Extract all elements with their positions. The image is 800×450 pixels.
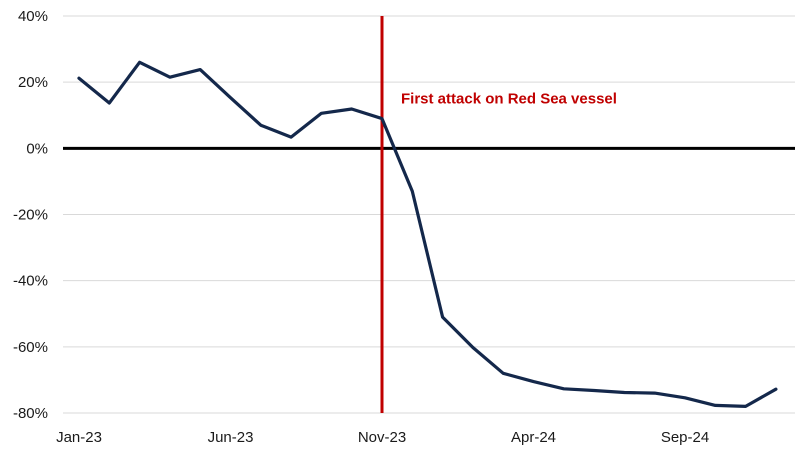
y-tick-label: 0% — [26, 140, 48, 157]
x-tick-label: Jan-23 — [56, 429, 102, 446]
y-tick-label: -40% — [13, 273, 48, 290]
x-tick-label: Apr-24 — [511, 429, 556, 446]
series-line — [77, 60, 778, 408]
y-tick-label: 40% — [18, 8, 48, 25]
y-tick-label: -20% — [13, 207, 48, 224]
y-tick-label: -80% — [13, 405, 48, 422]
y-tick-label: 20% — [18, 74, 48, 91]
x-tick-label: Sep-24 — [661, 429, 709, 446]
x-axis-tick-labels: Jan-23 Jun-23 Nov-23 Apr-24 Sep-24 — [56, 429, 709, 446]
x-tick-label: Jun-23 — [208, 429, 254, 446]
y-axis-tick-labels: 40% 20% 0% -20% -40% -60% -80% — [13, 8, 48, 422]
gridlines — [63, 15, 795, 414]
annotation-label: First attack on Red Sea vessel — [401, 91, 617, 108]
y-tick-label: -60% — [13, 339, 48, 356]
x-tick-label: Nov-23 — [358, 429, 406, 446]
